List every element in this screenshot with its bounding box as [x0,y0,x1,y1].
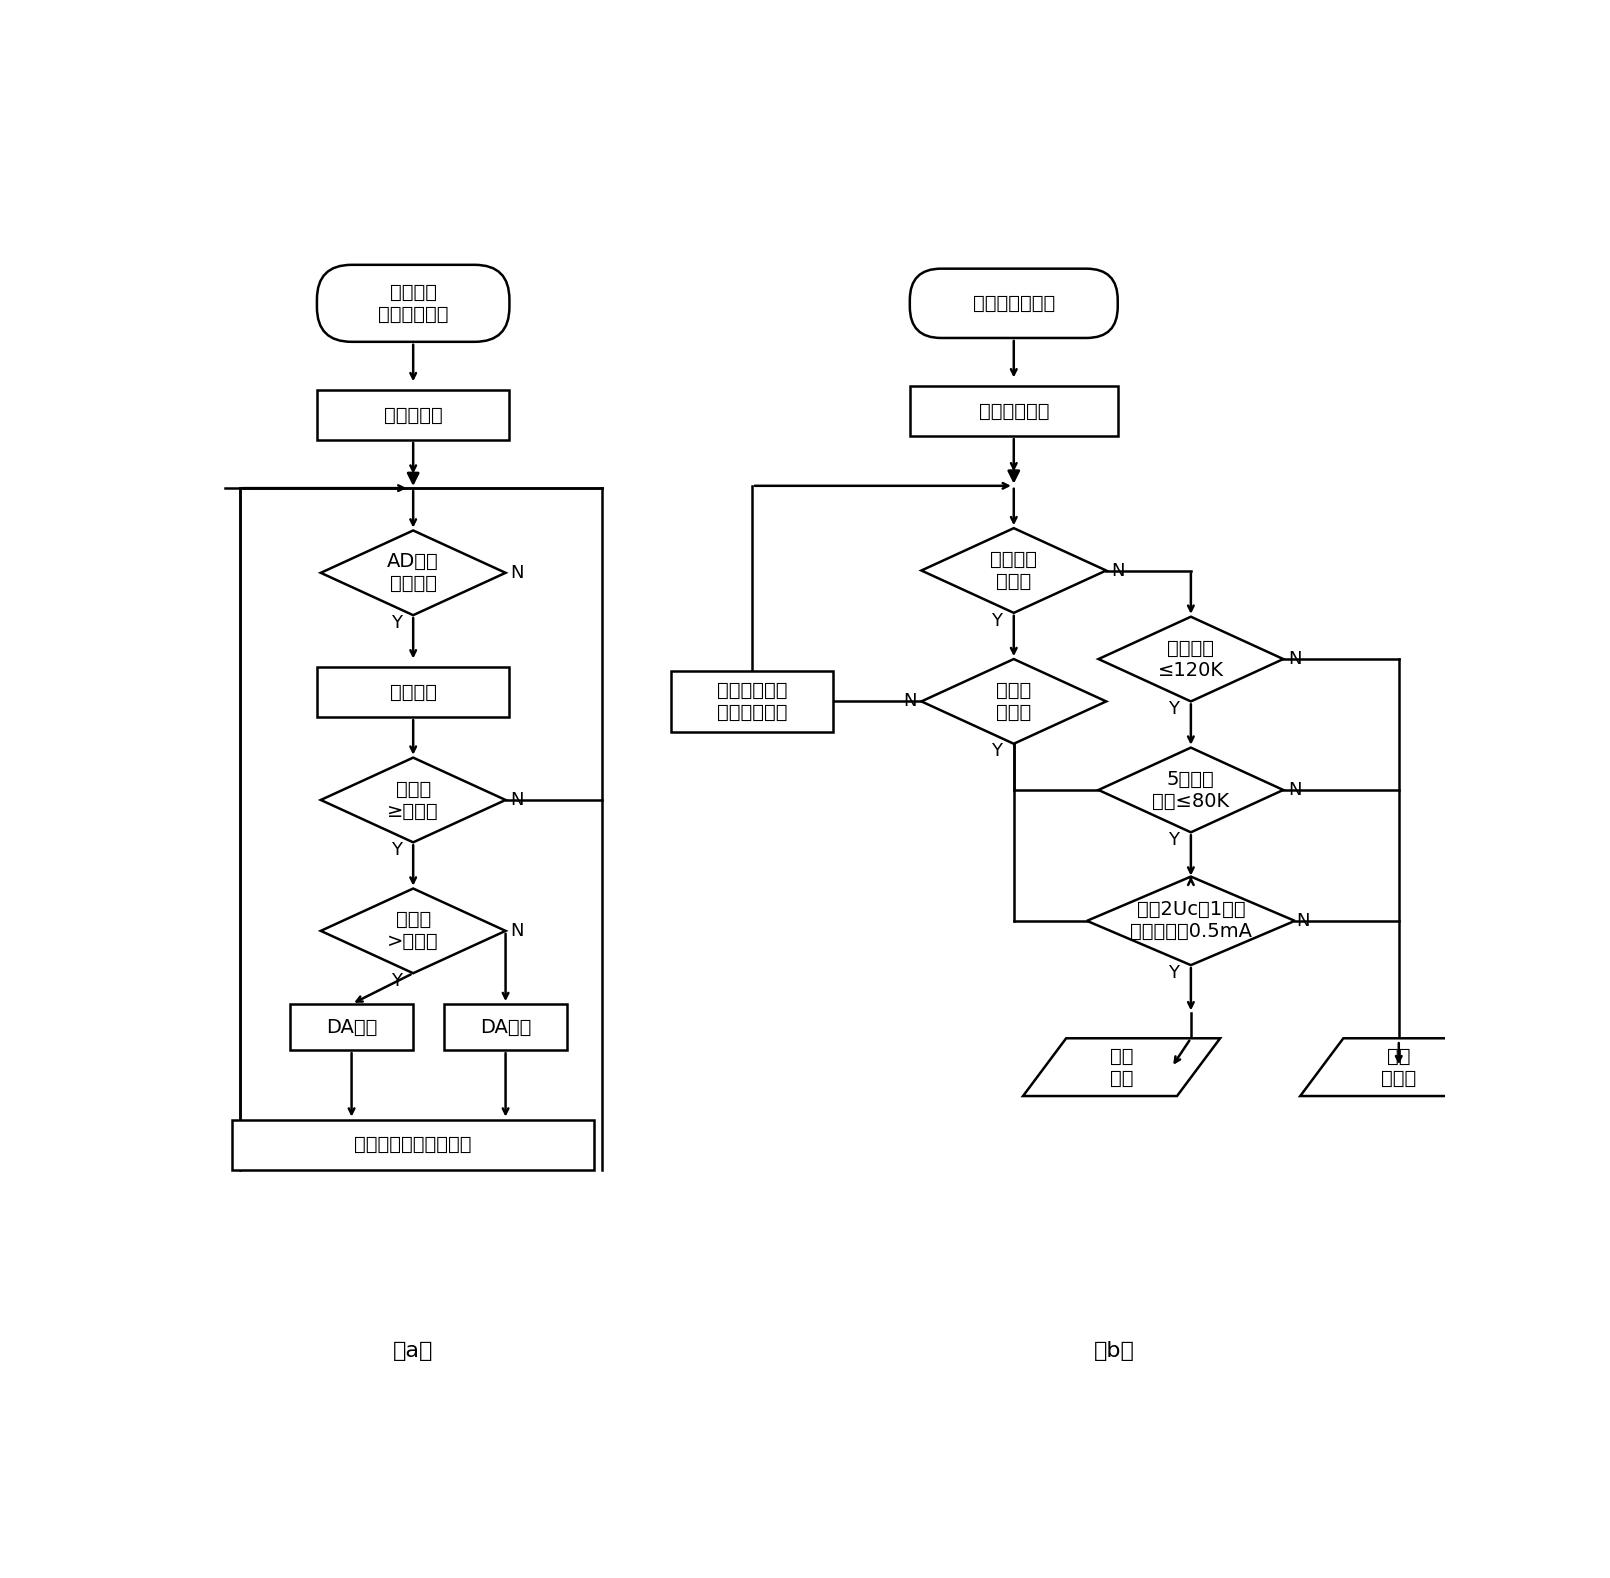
Text: 脱离温升
≤120K: 脱离温升 ≤120K [1158,639,1224,680]
Text: （b）: （b） [1093,1341,1135,1360]
Text: 测控系统初始化: 测控系统初始化 [972,294,1055,312]
Text: 流程是
否结束: 流程是 否结束 [997,682,1032,721]
Text: N: N [903,693,916,710]
Text: 试品温度采集: 试品温度采集 [979,402,1050,421]
Polygon shape [1098,617,1283,701]
Text: AD转换
是否完成: AD转换 是否完成 [388,552,440,593]
Text: 5分钟后
温升≤80K: 5分钟后 温升≤80K [1153,770,1230,811]
Text: 是否达到
热稳定: 是否达到 热稳定 [990,551,1037,592]
Text: （a）: （a） [393,1341,433,1360]
Text: 启动下位机: 启动下位机 [383,406,443,424]
Polygon shape [320,530,506,615]
Text: 实测值
≥整定值: 实测值 ≥整定值 [388,780,440,821]
Bar [671,671,832,732]
Bar [232,1119,594,1169]
Text: Y: Y [1169,832,1180,849]
Text: Y: Y [992,612,1003,630]
Text: Y: Y [1169,701,1180,718]
Text: N: N [1111,562,1124,579]
Bar [910,387,1117,436]
FancyBboxPatch shape [317,265,509,342]
Polygon shape [320,757,506,843]
Text: 试品
合格: 试品 合格 [1109,1046,1133,1087]
Polygon shape [1087,877,1294,966]
Text: N: N [510,922,523,940]
Bar [290,1004,414,1051]
Text: 试品
不合格: 试品 不合格 [1381,1046,1417,1087]
Text: Y: Y [992,743,1003,761]
Text: Y: Y [1169,964,1180,982]
Polygon shape [1301,1038,1497,1097]
Text: 从上位机
获得整定电流: 从上位机 获得整定电流 [378,282,449,323]
Text: N: N [510,563,523,582]
Polygon shape [1098,748,1283,832]
Polygon shape [320,888,506,974]
Text: N: N [1288,650,1301,667]
Text: N: N [510,791,523,810]
Text: Y: Y [391,614,402,631]
Bar [444,1004,567,1051]
Text: 施加2Uc，1分钟
电流不超过0.5mA: 施加2Uc，1分钟 电流不超过0.5mA [1130,901,1253,942]
Bar [317,390,509,440]
Polygon shape [921,529,1106,612]
Bar [317,667,509,716]
Text: DA增加: DA增加 [480,1018,531,1037]
Polygon shape [1022,1038,1220,1097]
Text: 数据计算: 数据计算 [390,683,436,702]
Text: N: N [1288,781,1301,798]
Text: Y: Y [391,841,402,858]
Text: 实测值
>整定值: 实测值 >整定值 [388,911,440,952]
Text: 反馈运行状态到上位机: 反馈运行状态到上位机 [354,1135,472,1154]
Text: 下发新的整定
电流到下位机: 下发新的整定 电流到下位机 [716,682,787,721]
Text: DA减小: DA减小 [325,1018,377,1037]
Text: N: N [1296,912,1309,929]
Polygon shape [921,660,1106,743]
Text: Y: Y [391,972,402,989]
FancyBboxPatch shape [910,268,1117,338]
